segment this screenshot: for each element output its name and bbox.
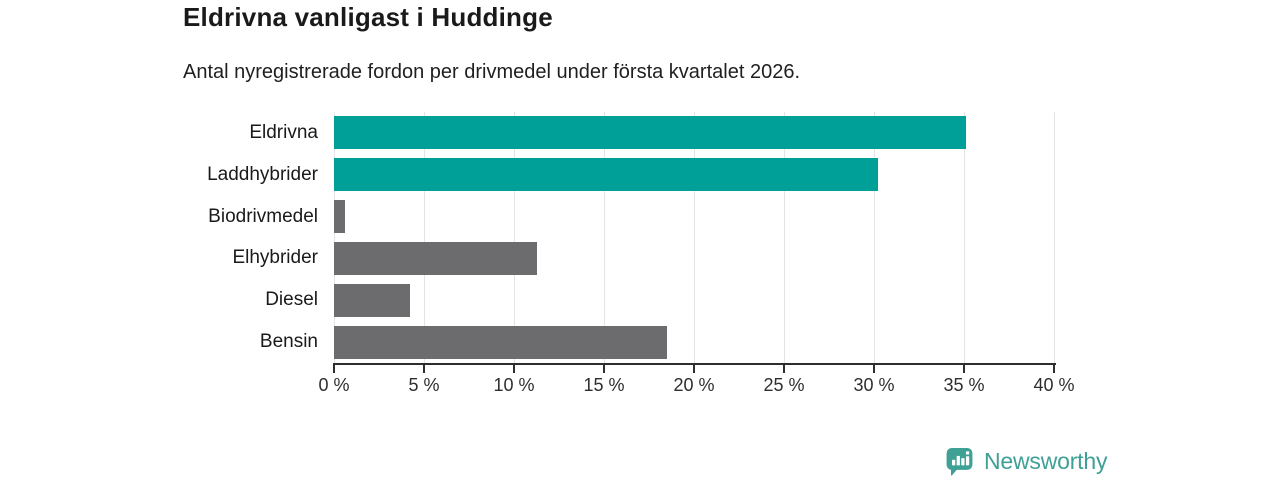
x-tick-label: 5 % bbox=[408, 375, 440, 395]
category-label-elhybrider: Elhybrider bbox=[232, 247, 318, 269]
bar-elhybrider bbox=[334, 241, 538, 275]
gridline bbox=[514, 112, 515, 363]
x-tick-label: 25 % bbox=[763, 375, 805, 395]
gridline bbox=[334, 112, 335, 363]
bar-biodrivmedel bbox=[334, 200, 345, 234]
bar-rows bbox=[334, 112, 1054, 363]
logo-bars bbox=[952, 451, 970, 466]
x-tick-label: 0 % bbox=[318, 375, 350, 395]
x-tick bbox=[783, 364, 785, 373]
x-tick bbox=[1053, 364, 1055, 373]
gridline bbox=[964, 112, 965, 363]
x-tick bbox=[333, 364, 335, 373]
bar-diesel bbox=[334, 283, 410, 317]
x-tick-label: 20 % bbox=[673, 375, 715, 395]
bar-eldrivna bbox=[334, 116, 966, 150]
gridline bbox=[694, 112, 695, 363]
bar-bensin bbox=[334, 325, 667, 359]
bar-row bbox=[334, 279, 1054, 321]
category-label-bensin: Bensin bbox=[259, 331, 318, 353]
x-tick-label: 35 % bbox=[943, 375, 985, 395]
category-axis: Eldrivna Laddhybrider Biodrivmedel Elhybrid… bbox=[0, 112, 318, 363]
chart-title: Eldrivna vanligast i Huddinge bbox=[183, 2, 553, 32]
gridline bbox=[424, 112, 425, 363]
gridline bbox=[874, 112, 875, 363]
x-tick bbox=[873, 364, 875, 373]
bar-row bbox=[334, 237, 1054, 279]
x-tick-label: 30 % bbox=[853, 375, 895, 395]
x-tick bbox=[423, 364, 425, 373]
category-label-eldrivna: Eldrivna bbox=[249, 121, 318, 143]
bar-row bbox=[334, 112, 1054, 154]
gridline bbox=[784, 112, 785, 363]
plot-area bbox=[334, 112, 1055, 363]
bar-row bbox=[334, 196, 1054, 238]
gridline bbox=[604, 112, 605, 363]
x-tick bbox=[963, 364, 965, 373]
category-label-biodrivmedel: Biodrivmedel bbox=[208, 205, 318, 227]
gridline bbox=[1054, 112, 1055, 363]
x-tick bbox=[693, 364, 695, 373]
x-tick bbox=[513, 364, 515, 373]
bar-row bbox=[334, 154, 1054, 196]
logo-text: Newsworthy bbox=[984, 448, 1108, 474]
bar-row bbox=[334, 321, 1054, 363]
category-label-laddhybrider: Laddhybrider bbox=[207, 163, 318, 185]
chart-subtitle: Antal nyregistrerade fordon per drivmede… bbox=[183, 61, 801, 83]
newsworthy-logo-icon bbox=[946, 447, 973, 476]
x-tick-label: 40 % bbox=[1033, 375, 1075, 395]
bar-laddhybrider bbox=[334, 158, 878, 192]
newsworthy-logo: Newsworthy bbox=[944, 446, 1107, 477]
x-tick-label: 15 % bbox=[583, 375, 625, 395]
x-tick-label: 10 % bbox=[493, 375, 535, 395]
category-label-diesel: Diesel bbox=[265, 289, 318, 311]
x-tick bbox=[603, 364, 605, 373]
